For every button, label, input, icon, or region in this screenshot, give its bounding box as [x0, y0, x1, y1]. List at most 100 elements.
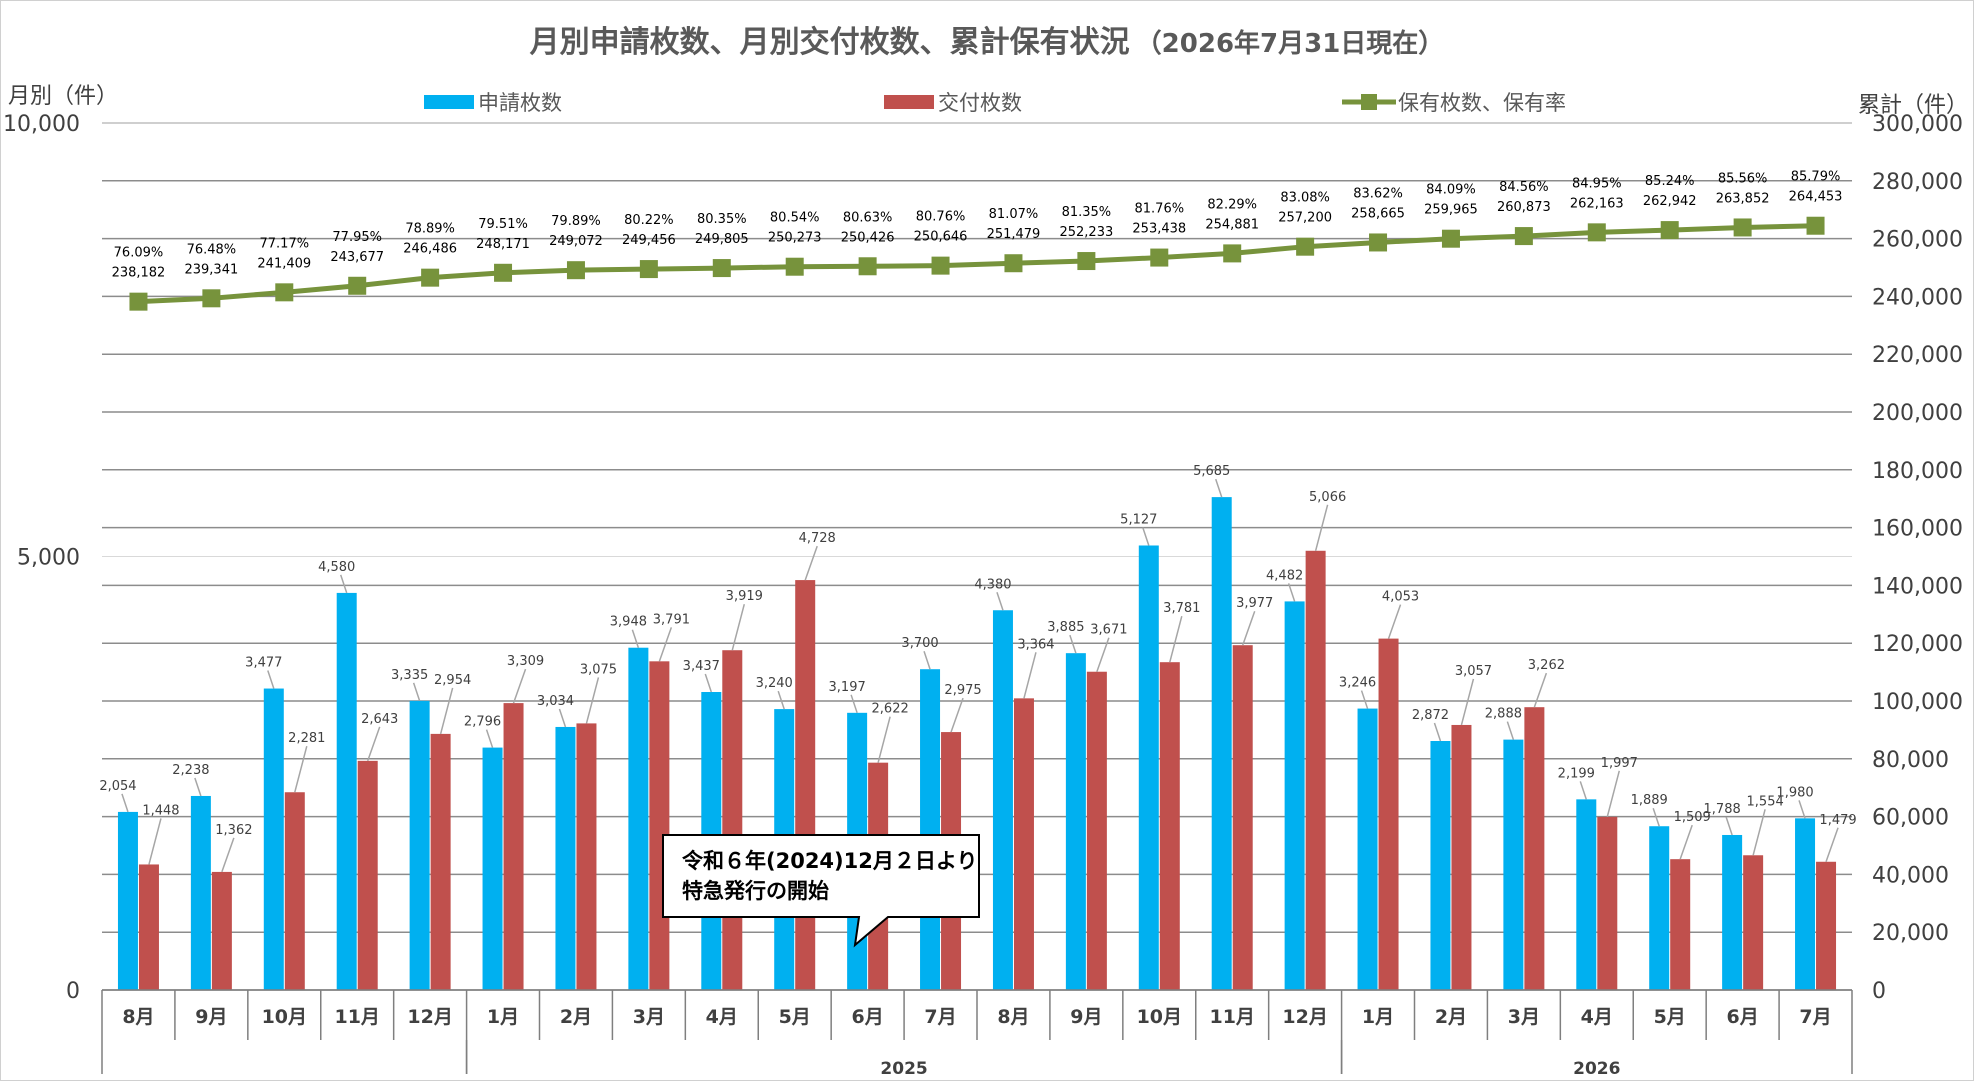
bar-issued	[1013, 698, 1034, 990]
label-application: 4,380	[974, 577, 1011, 592]
label-issued: 4,053	[1382, 590, 1419, 605]
leader-application	[996, 592, 1004, 611]
label-holding-rate: 79.51%	[478, 217, 528, 232]
leader-application	[194, 777, 202, 797]
label-application: 2,796	[464, 715, 501, 730]
category-label: 11月	[1209, 1006, 1254, 1028]
label-holding-count: 263,852	[1716, 191, 1770, 206]
bar-issued	[1743, 855, 1764, 990]
marker-holdings	[1660, 221, 1679, 240]
category-label: 11月	[334, 1006, 379, 1028]
bar-application	[336, 592, 357, 990]
label-application: 3,700	[901, 636, 938, 651]
leader-application	[1360, 690, 1369, 709]
leader-application	[704, 673, 713, 693]
legend-swatch-issued	[884, 95, 934, 109]
right-tick-label: 60,000	[1872, 806, 1949, 831]
marker-holdings	[1369, 233, 1388, 252]
right-tick-label: 300,000	[1872, 112, 1963, 137]
marker-holdings	[1077, 252, 1096, 271]
label-application: 5,685	[1193, 464, 1230, 479]
leader-issued	[1460, 678, 1475, 726]
left-tick-label: 5,000	[17, 546, 80, 571]
right-tick-label: 0	[1872, 979, 1886, 1004]
bar-issued	[503, 703, 524, 990]
leader-application	[777, 690, 785, 710]
label-application: 2,238	[172, 763, 209, 778]
label-holding-rate: 80.22%	[624, 213, 674, 228]
legend-marker-holdings	[1361, 94, 1377, 110]
label-holding-rate: 84.56%	[1499, 180, 1549, 195]
label-issued: 1,479	[1819, 813, 1856, 828]
label-issued: 3,262	[1528, 658, 1565, 673]
label-holding-rate: 83.62%	[1353, 186, 1403, 201]
leader-application	[1506, 721, 1515, 740]
label-issued: 3,919	[726, 589, 763, 604]
label-holding-rate: 84.95%	[1572, 176, 1622, 191]
right-tick-label: 80,000	[1872, 748, 1949, 773]
leader-issued	[731, 604, 746, 651]
category-label: 2月	[560, 1006, 592, 1028]
category-label: 4月	[706, 1006, 738, 1028]
leader-issued	[512, 668, 527, 704]
label-holding-rate: 81.76%	[1135, 202, 1185, 217]
annotation-callout: 令和６年(2024)12月２日より 特急発行の開始	[662, 834, 980, 948]
label-issued: 2,975	[944, 683, 981, 698]
leader-application	[1798, 800, 1806, 819]
right-tick-label: 100,000	[1872, 690, 1963, 715]
label-application: 2,888	[1485, 707, 1522, 722]
category-label: 12月	[1282, 1006, 1327, 1028]
leader-application	[1433, 722, 1442, 742]
label-holding-rate: 79.89%	[551, 214, 601, 229]
category-label: 6月	[852, 1006, 884, 1028]
bar-application	[1576, 799, 1597, 990]
leader-application	[1652, 807, 1660, 827]
label-issued: 3,977	[1236, 596, 1273, 611]
label-holding-count: 250,646	[914, 230, 968, 245]
marker-holdings	[566, 261, 585, 280]
right-tick-label: 200,000	[1872, 401, 1963, 426]
label-application: 3,885	[1047, 620, 1084, 635]
line-holdings	[138, 223, 1816, 305]
label-issued: 1,554	[1747, 794, 1784, 809]
label-holding-count: 251,479	[987, 227, 1041, 242]
label-holding-count: 243,677	[330, 250, 384, 265]
bar-issued	[649, 661, 670, 990]
label-application: 3,197	[829, 680, 866, 695]
year-group-label: 2026	[1573, 1059, 1620, 1079]
bar-application	[1138, 545, 1159, 990]
category-label: 10月	[262, 1006, 307, 1028]
label-application: 3,948	[610, 615, 647, 630]
leader-application	[850, 694, 858, 714]
label-issued: 3,671	[1090, 623, 1127, 638]
right-axis-title: 累計（件）	[1858, 93, 1968, 118]
bar-application	[992, 610, 1013, 990]
label-holding-count: 258,665	[1351, 206, 1405, 221]
label-holding-rate: 85.56%	[1718, 171, 1768, 186]
bar-application	[628, 647, 649, 990]
right-tick-label: 280,000	[1872, 170, 1963, 195]
leader-issued	[1023, 652, 1037, 699]
category-label: 1月	[487, 1006, 519, 1028]
leader-issued	[1825, 827, 1839, 863]
bar-application	[409, 700, 430, 990]
label-holding-rate: 80.63%	[843, 210, 893, 225]
bar-application	[1795, 818, 1816, 990]
legend-label-application: 申請枚数	[478, 91, 562, 115]
bar-issued	[430, 733, 451, 990]
label-application: 2,054	[99, 779, 136, 794]
leader-application	[1069, 634, 1077, 654]
bar-issued	[1232, 645, 1253, 990]
label-holding-rate: 84.09%	[1426, 183, 1476, 198]
right-tick-label: 160,000	[1872, 517, 1963, 542]
marker-holdings	[712, 259, 731, 278]
bar-application	[1065, 653, 1086, 990]
callout-box	[662, 834, 980, 948]
label-holding-count: 238,182	[112, 266, 166, 281]
bar-issued	[1670, 859, 1691, 990]
label-application: 4,580	[318, 560, 355, 575]
label-application: 4,482	[1266, 568, 1303, 583]
category-label: 1月	[1362, 1006, 1394, 1028]
label-issued: 2,622	[872, 702, 909, 717]
marker-holdings	[1806, 216, 1825, 235]
